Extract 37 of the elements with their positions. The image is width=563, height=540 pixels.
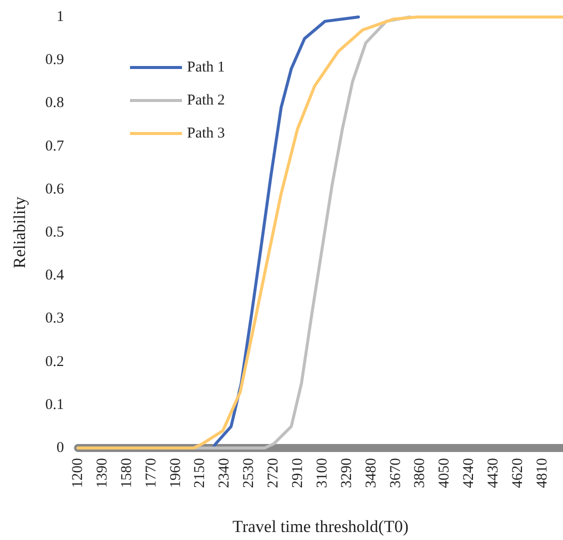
x-tick-label: 2720 — [266, 458, 282, 488]
x-tick-label: 2910 — [290, 458, 306, 488]
y-tick-label: 1 — [56, 9, 64, 25]
y-tick-label: 0.6 — [45, 181, 64, 198]
y-tick-label: 0.2 — [45, 354, 64, 370]
x-tick-label: 1580 — [118, 458, 135, 488]
y-tick-label: 0.4 — [45, 268, 64, 284]
x-tick-label: 1960 — [168, 458, 184, 488]
x-tick-label: 4430 — [486, 458, 502, 488]
x-tick-label: 2340 — [216, 458, 233, 488]
legend-label: Path 1 — [187, 60, 225, 76]
x-tick-label: 1200 — [70, 458, 86, 488]
x-tick-label: 1390 — [94, 458, 110, 488]
x-tick-label: 2530 — [241, 458, 258, 488]
y-tick-label: 0.9 — [45, 52, 64, 68]
line-series — [76, 16, 563, 450]
y-tick-label: 0.1 — [45, 396, 64, 413]
y-tick-label: 0.7 — [45, 138, 64, 154]
x-tick-label: 3290 — [338, 458, 355, 488]
x-axis-title: Travel time threshold(T0) — [232, 517, 408, 536]
x-tick-label: 4050 — [436, 458, 453, 488]
y-axis-title: Reliability — [10, 196, 29, 268]
y-tick-label: 0 — [56, 440, 64, 456]
x-tick-label: 4240 — [461, 458, 478, 488]
y-tick-label: 0.3 — [45, 310, 64, 327]
x-tick-label: 3860 — [412, 458, 428, 488]
x-tick-label: 3670 — [388, 458, 404, 488]
legend-label: Path 3 — [187, 126, 225, 142]
x-tick-label: 4810 — [534, 458, 550, 488]
x-tick-label: 3100 — [314, 458, 330, 488]
x-tick-label: 1770 — [143, 458, 160, 488]
x-tick-label: 4620 — [510, 458, 526, 488]
legend-label: Path 2 — [187, 92, 225, 108]
y-tick-label: 0.8 — [45, 95, 64, 112]
y-tick-label: 0.5 — [45, 224, 64, 240]
x-tick-label: 2150 — [192, 458, 208, 488]
x-tick-label: 3480 — [363, 458, 380, 488]
